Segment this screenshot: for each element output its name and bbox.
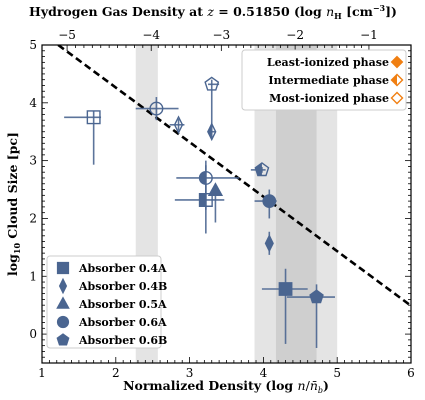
x-tick-label: 6: [407, 366, 415, 380]
legend-filled-diamond-icon: [390, 55, 404, 69]
marker: [309, 289, 324, 304]
x-tick-label: 5: [333, 366, 341, 380]
legend-circle-icon: [56, 315, 70, 329]
absorber-legend-label: Absorber 0.4B: [78, 280, 167, 293]
trend-line: [57, 45, 411, 307]
absorber-0-6a-point-3: [254, 189, 277, 219]
legend-half-diamond-icon: [390, 73, 404, 87]
absorber-0-6b-point-2: [250, 162, 270, 177]
marker: [207, 122, 217, 142]
legend-open-diamond-icon: [390, 91, 404, 105]
absorber-legend-label: Absorber 0.6A: [78, 316, 167, 329]
marker: [264, 234, 274, 253]
absorber-0-4a-point-3: [261, 268, 308, 344]
x-tick-label: 1: [38, 366, 46, 380]
marker: [149, 101, 164, 116]
x-axis-title: Normalized Density (log n/n̄b): [123, 378, 329, 395]
ionization-legend-label: Most-ionized phase: [269, 92, 389, 105]
marker: [254, 162, 270, 177]
ionization-legend-label: Least-ionized phase: [267, 56, 389, 69]
absorber-0-4b-point-2: [207, 122, 217, 142]
absorber-0-5a-point-1: [207, 182, 224, 223]
absorber-legend-label: Absorber 0.5A: [78, 298, 167, 311]
top-tick-label: −3: [212, 28, 230, 42]
x-tick-label: 4: [260, 366, 268, 380]
legend-square-icon: [56, 261, 70, 275]
absorber-legend-box: [46, 255, 162, 349]
legend-pentagon-icon: [56, 333, 70, 346]
y-tick-label: 5: [29, 38, 37, 52]
ionization-legend-box: [241, 49, 407, 111]
absorber-0-4b-point-3: [264, 231, 274, 255]
chart-title: Hydrogen Gas Density at z = 0.51850 (log…: [29, 3, 397, 21]
absorber-0-6b-point-1: [204, 76, 220, 125]
absorber-legend: Absorber 0.4A Absorber 0.4B Absorber 0.5A A…: [46, 255, 167, 349]
data-points: [64, 76, 335, 348]
marker: [278, 282, 293, 296]
ionization-legend: Least-ionized phase Intermediate phase Mos…: [241, 49, 407, 111]
y-tick-label: 0: [29, 327, 37, 341]
absorber-0-6b-point-3: [287, 284, 335, 348]
ionization-legend-label: Intermediate phase: [268, 74, 389, 87]
y-tick-label: 1: [29, 269, 37, 283]
y-axis-title: log10 Cloud Size [pc]: [5, 132, 22, 276]
axis-ticks: 1 2 3 4 5 6 0 1 2 3 4 5 −5 −4 −3 −2 −1: [29, 28, 414, 380]
x-tick-label: 3: [186, 366, 194, 380]
marker: [86, 110, 101, 125]
marker: [198, 170, 213, 185]
absorber-legend-label: Absorber 0.4A: [78, 262, 167, 275]
legend-thin-diamond-icon: [58, 277, 68, 295]
marker: [207, 182, 224, 197]
x-tick-label: 2: [112, 366, 120, 380]
marker: [262, 194, 277, 209]
legend-triangle-icon: [56, 296, 70, 309]
absorber-0-6a-point-2: [176, 160, 240, 210]
absorber-0-6a-point-1: [135, 97, 179, 121]
top-tick-label: −1: [360, 28, 378, 42]
top-tick-label: −4: [142, 28, 160, 42]
absorber-legend-label: Absorber 0.6B: [78, 334, 167, 347]
trend-line-layer: [57, 45, 411, 307]
top-tick-label: −2: [286, 28, 304, 42]
marker: [204, 76, 220, 91]
y-tick-label: 3: [29, 154, 37, 168]
marker: [173, 115, 184, 135]
y-tick-label: 2: [29, 211, 37, 225]
marker: [198, 192, 213, 207]
absorber-0-4a-point-1: [64, 110, 102, 165]
top-tick-label: −5: [58, 28, 76, 42]
y-tick-label: 4: [29, 96, 37, 110]
absorber-0-4b-point-1: [169, 115, 185, 135]
